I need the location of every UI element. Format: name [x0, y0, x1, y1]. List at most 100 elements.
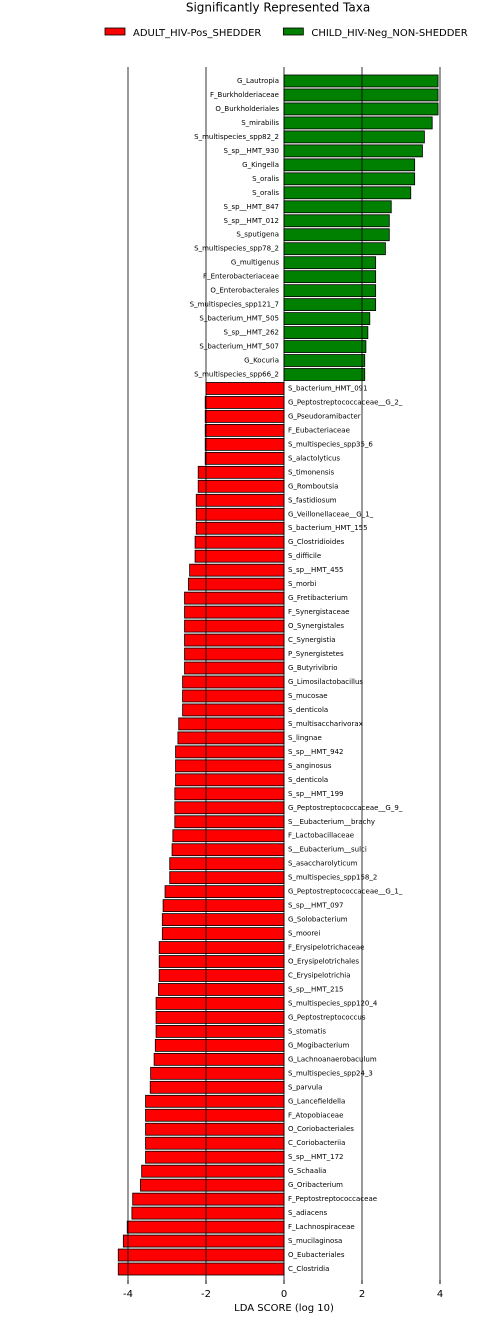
category-label: G_Mogibacterium: [288, 1041, 350, 1049]
bar: [195, 521, 285, 535]
bar: [283, 242, 386, 256]
category-label: O_Coriobacteriales: [288, 1125, 354, 1133]
x-tick-label: 2: [359, 1289, 365, 1300]
x-tick-label: -2: [201, 1289, 211, 1300]
bar: [182, 675, 285, 689]
category-label: G_Veillonellaceae__G_1_: [288, 510, 374, 518]
category-label: F_Peptostreptococcaceae: [288, 1195, 377, 1203]
legend-label: ADULT_HIV-Pos_SHEDDER: [133, 28, 261, 39]
bar: [283, 74, 439, 88]
category-label: G_Peptostreptococcaceae__G_2_: [288, 398, 403, 406]
bar: [182, 689, 285, 703]
category-label: G_Fretibacterium: [288, 594, 348, 602]
bar: [283, 158, 416, 172]
bar: [204, 424, 285, 437]
category-label: S_sp__HMT_097: [288, 902, 343, 910]
category-label: G_Romboutsia: [288, 482, 338, 490]
bar: [155, 1025, 285, 1038]
category-label: G_multigenus: [231, 259, 279, 267]
bar: [155, 997, 285, 1010]
bar: [184, 619, 285, 633]
category-label: G_Pseudoramibacter: [288, 412, 361, 420]
bar: [141, 1164, 285, 1178]
bar: [154, 1038, 285, 1052]
category-label: G_Solobacterium: [288, 916, 348, 924]
bar: [283, 228, 390, 242]
category-label: S_mucilaginosa: [288, 1237, 342, 1245]
category-label: F_Burkholderiaceae: [210, 91, 279, 99]
category-label: S_moorei: [288, 930, 320, 938]
category-label: G_Oribacterium: [288, 1181, 343, 1189]
category-label: S_alactolyticus: [288, 454, 340, 462]
bar: [145, 1094, 285, 1108]
bar: [204, 396, 285, 409]
category-label: S_anginosus: [288, 762, 332, 770]
category-label: F_Enterobacteriaceae: [203, 273, 279, 281]
bar: [169, 871, 285, 885]
category-label: S_sp__HMT_930: [224, 147, 279, 155]
bar: [182, 703, 285, 717]
bar: [174, 787, 285, 801]
category-label: S_oralis: [252, 189, 279, 197]
bar: [283, 172, 416, 186]
bar: [197, 465, 285, 479]
category-label: S_lingnae: [288, 734, 322, 742]
bar: [161, 913, 285, 926]
category-label: S_mirabilis: [241, 119, 279, 127]
bar: [145, 1122, 285, 1136]
bar: [283, 88, 439, 102]
bar: [283, 214, 390, 228]
bar: [184, 633, 285, 647]
bar: [150, 1066, 285, 1080]
bar: [283, 102, 439, 116]
category-label: S_sp__HMT_262: [224, 329, 279, 337]
category-label: S_multispecies_spp35_6: [288, 440, 373, 448]
category-label: S_oralis: [252, 175, 279, 183]
category-label: C_Clostridia: [288, 1265, 329, 1273]
category-label: S_bacterium_HMT_505: [199, 315, 279, 323]
category-label: S_difficile: [288, 552, 321, 560]
bar: [184, 661, 285, 675]
category-label: S_multispecies_spp82_2: [194, 133, 279, 141]
category-label: S_sp__HMT_215: [288, 985, 343, 993]
category-label: G_Limosilactobacillus: [288, 678, 363, 686]
category-label: S_mucosae: [288, 692, 328, 700]
category-label: S_adiacens: [288, 1209, 328, 1217]
category-label: O_Synergistales: [288, 622, 344, 630]
category-label: C_Erysipelotrichia: [288, 972, 351, 980]
bar: [174, 815, 285, 829]
category-label: C_Coriobacteriia: [288, 1139, 345, 1147]
legend-label: CHILD_HIV-Neg_NON-SHEDDER: [311, 28, 467, 39]
category-label: G_Lancefieldella: [288, 1097, 345, 1105]
category-label: G_Peptostreptococcus: [288, 1013, 366, 1021]
bar: [194, 549, 285, 563]
category-label: C_Synergistia: [288, 636, 336, 644]
bar: [195, 507, 285, 521]
category-label: S_denticola: [288, 706, 328, 714]
category-label: S_sp__HMT_942: [288, 748, 343, 756]
bar: [283, 130, 425, 144]
bar: [175, 773, 285, 787]
bar: [184, 647, 285, 661]
bar: [158, 941, 285, 954]
bar: [172, 829, 285, 843]
category-label: S_asaccharolyticum: [288, 860, 358, 868]
bar: [204, 410, 285, 423]
category-label: S_sp__HMT_172: [288, 1153, 343, 1161]
category-label: S_multispecies_spp78_2: [194, 245, 279, 253]
category-label: P_Synergistetes: [288, 650, 344, 658]
bar: [189, 563, 285, 577]
category-label: S_bacterium_HMT_155: [288, 524, 368, 532]
bar: [197, 479, 285, 493]
bar: [204, 437, 285, 451]
category-label: O_Burkholderiales: [215, 105, 279, 113]
bar: [149, 1080, 285, 1094]
category-label: S_bacterium_HMT_091: [288, 384, 368, 392]
chart-title: Significantly Represented Taxa: [186, 1, 370, 15]
x-tick-label: 0: [281, 1289, 287, 1300]
category-label: G_Lautropia: [237, 77, 279, 85]
bar: [122, 1234, 285, 1248]
category-label: F_Lachnospiraceae: [288, 1223, 355, 1231]
category-label: S_fastidiosum: [288, 496, 337, 504]
bar: [145, 1150, 285, 1164]
